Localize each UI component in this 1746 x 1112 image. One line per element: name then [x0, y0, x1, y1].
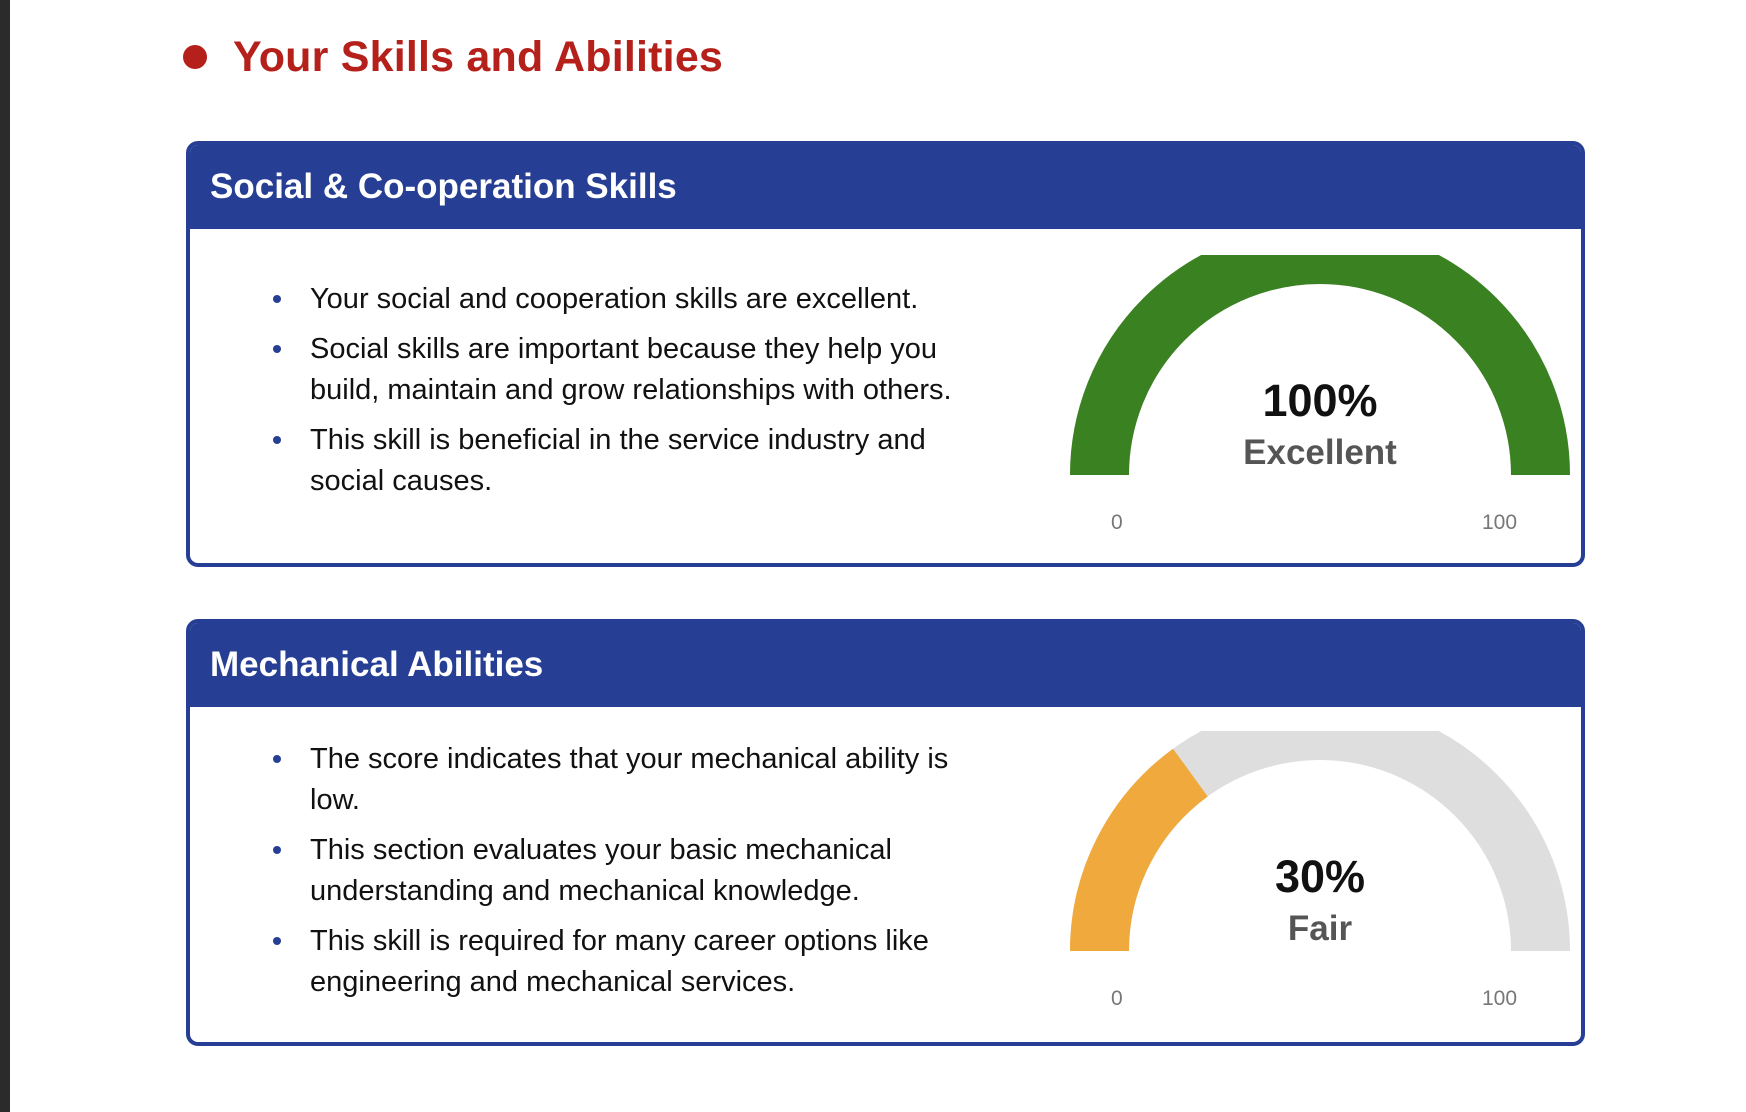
skill-point: Social skills are important because they…: [270, 329, 990, 411]
skill-point: The score indicates that your mechanical…: [270, 739, 990, 821]
gauge-percent: 100%: [1262, 375, 1378, 426]
skill-point: Your social and cooperation skills are e…: [270, 279, 990, 320]
gauge-min-label: 0: [1111, 511, 1123, 534]
section-bullet-icon: [183, 45, 207, 69]
card-header: Social & Co-operation Skills: [190, 145, 1581, 229]
window-left-edge: [0, 0, 10, 1112]
skill-point-text: This skill is required for many career o…: [310, 925, 929, 998]
gauge-fill: [1070, 748, 1209, 952]
skill-point: This skill is required for many career o…: [270, 921, 990, 1003]
gauge-percent: 30%: [1274, 851, 1366, 902]
score-gauge: 30% Fair 0 100: [1070, 731, 1570, 1011]
gauge-min-label: 0: [1111, 987, 1123, 1010]
card-body: The score indicates that your mechanical…: [190, 707, 1581, 1042]
bullet-icon: [273, 295, 281, 303]
gauge-chart: [1070, 255, 1570, 476]
card-header: Mechanical Abilities: [190, 623, 1581, 707]
gauge-rating: Fair: [1287, 909, 1353, 948]
card-title: Mechanical Abilities: [210, 645, 544, 684]
skill-point: This skill is beneficial in the service …: [270, 420, 990, 502]
skill-point-text: The score indicates that your mechanical…: [310, 743, 949, 816]
skill-points-list: Your social and cooperation skills are e…: [270, 279, 990, 511]
gauge-chart: [1070, 731, 1570, 952]
skill-card-mechanical: Mechanical Abilities The score indicates…: [186, 619, 1585, 1046]
section-heading: Your Skills and Abilities: [183, 24, 723, 90]
bullet-icon: [273, 937, 281, 945]
card-body: Your social and cooperation skills are e…: [190, 229, 1581, 563]
card-title: Social & Co-operation Skills: [210, 167, 677, 206]
gauge-max-label: 100: [1482, 987, 1518, 1010]
gauge-fill: [1070, 255, 1570, 476]
skill-point: This section evaluates your basic mechan…: [270, 830, 990, 912]
skill-point-text: Social skills are important because they…: [310, 333, 952, 406]
section-title: Your Skills and Abilities: [233, 32, 724, 81]
bullet-icon: [273, 846, 281, 854]
skill-point-text: This skill is beneficial in the service …: [310, 424, 926, 497]
skill-point-text: Your social and cooperation skills are e…: [310, 283, 919, 315]
score-gauge: 100% Excellent 0 100: [1070, 255, 1570, 535]
gauge-rating: Excellent: [1243, 433, 1397, 472]
skill-point-text: This section evaluates your basic mechan…: [310, 834, 892, 907]
bullet-icon: [273, 755, 281, 763]
skill-points-list: The score indicates that your mechanical…: [270, 739, 990, 1012]
bullet-icon: [273, 436, 281, 444]
gauge-max-label: 100: [1482, 511, 1518, 534]
skill-card-social: Social & Co-operation Skills Your social…: [186, 141, 1585, 567]
bullet-icon: [273, 345, 281, 353]
